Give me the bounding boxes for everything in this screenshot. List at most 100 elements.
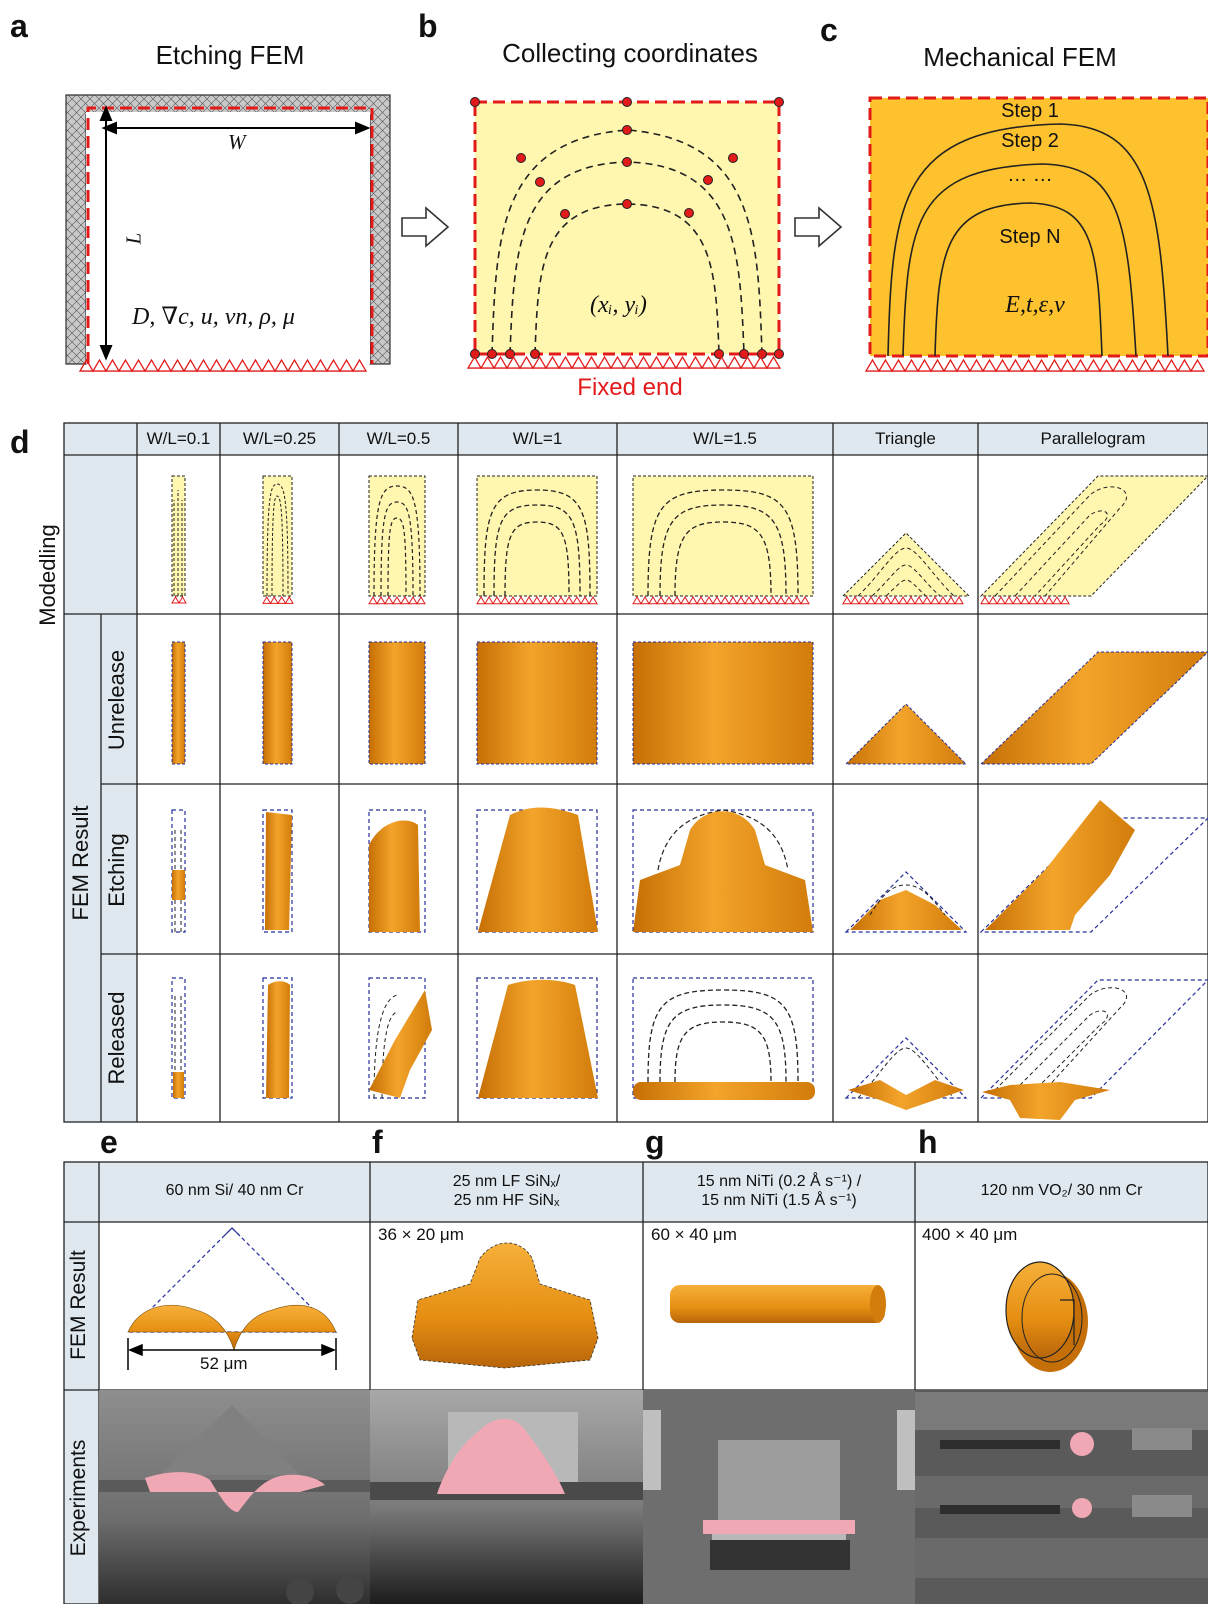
fem-cross-result [411,1242,599,1369]
support-triangle [273,358,290,372]
support-triangle [479,355,496,369]
support-triangle [688,596,698,605]
support-triangle [1085,358,1102,372]
sem-image-g [643,1390,915,1604]
stepN-label: Step N [999,226,1061,248]
support-triangle [890,596,900,605]
support-triangle [930,596,940,605]
support-triangle [234,358,251,372]
panel-b-title: Collecting coordinates [502,38,758,68]
support-triangle [492,355,509,369]
support-triangle [994,358,1011,372]
support-triangle [376,596,386,605]
support-triangle [400,596,410,605]
size-f: 36 × 20 μm [378,1225,464,1244]
support-triangle [171,596,180,604]
modeling-row [171,475,1208,597]
support-triangle [955,358,972,372]
panels-efgh-figure [63,1161,1208,1604]
support-triangle [516,596,526,605]
panel-label-e: e [100,1124,118,1160]
material-g-line1: 15 nm NiTi (0.2 Å s⁻¹) / [696,1173,862,1190]
panel-label-f: f [372,1124,383,1160]
support-triangle [874,596,884,605]
support-triangle [580,596,590,605]
support-triangle [792,596,802,605]
coordinates-plot [470,97,784,359]
support-triangle [696,596,706,605]
etching-mesh [65,94,391,365]
support-triangle [632,596,642,605]
row-header-unrelease: Unrelease [104,649,129,751]
support-triangle [890,358,907,372]
support-triangle [640,596,650,605]
support-triangle [609,355,626,369]
support-triangle [78,358,95,372]
support-triangle [392,596,402,605]
support-triangle [1176,358,1193,372]
support-triangle [524,596,534,605]
support-triangle [914,596,924,605]
panel-label-c: c [820,12,838,48]
row-header-fem-result-bottom: FEM Result [67,1250,90,1360]
support-triangle [776,596,786,605]
support-triangle [1028,596,1038,605]
width-label: W [228,130,246,154]
support-triangle [656,596,666,605]
support-triangle [269,596,279,604]
support-triangle [540,596,550,605]
support-triangle [91,358,108,372]
panel-label-a: a [10,8,28,44]
support-triangle [858,596,868,605]
support-triangle [583,355,600,369]
support-triangle [548,596,558,605]
support-triangle [1163,358,1180,372]
row-header-released: Released [104,991,129,1085]
support-triangle [942,358,959,372]
support-triangle [864,358,881,372]
support-triangle [130,358,147,372]
support-triangle [492,596,502,605]
support-triangle [299,358,316,372]
size-g: 60 × 40 μm [651,1225,737,1244]
support-triangle [1150,358,1167,372]
support-triangle [713,355,730,369]
support-triangle [903,358,920,372]
support-triangle [1189,358,1206,372]
support-triangle [368,596,378,605]
dimension-52um: 52 μm [200,1354,248,1373]
support-triangle [906,596,916,605]
support-triangle [800,596,810,605]
row-header-fem-result: FEM Result [68,805,93,921]
panels-abc-figure [65,94,1208,372]
support-triangle [752,596,762,605]
support-triangle [1012,596,1022,605]
support-triangle [408,596,418,605]
sem-image-e [99,1390,370,1604]
support-triangle [1137,358,1154,372]
col-header-wl-0.1: W/L=0.1 [146,429,211,448]
sem-image-f [370,1390,643,1604]
panel-label-g: g [645,1124,665,1160]
support-triangle [866,596,876,605]
support-triangle [1052,596,1062,605]
fem-triangle-result [126,1227,338,1370]
support-triangle [570,355,587,369]
support-triangle [898,596,908,605]
material-f: 25 nm LF SiNₓ/ 25 nm HF SiNₓ [370,1172,643,1210]
fixed-support-a [78,358,368,372]
support-triangle [500,596,510,605]
support-triangle [557,355,574,369]
support-triangle [518,355,535,369]
support-triangle [260,358,277,372]
support-triangle [117,358,134,372]
mechanical-params: E,t,ε,ν [1005,292,1065,318]
material-f-line2: 25 nm HF SiNₓ [453,1192,560,1209]
support-triangle [476,596,486,605]
step1-label: Step 1 [1001,100,1059,122]
support-triangle [182,358,199,372]
etching-row [171,800,1208,933]
sem-image-h [915,1390,1208,1604]
support-triangle [922,596,932,605]
support-triangle [556,596,566,605]
